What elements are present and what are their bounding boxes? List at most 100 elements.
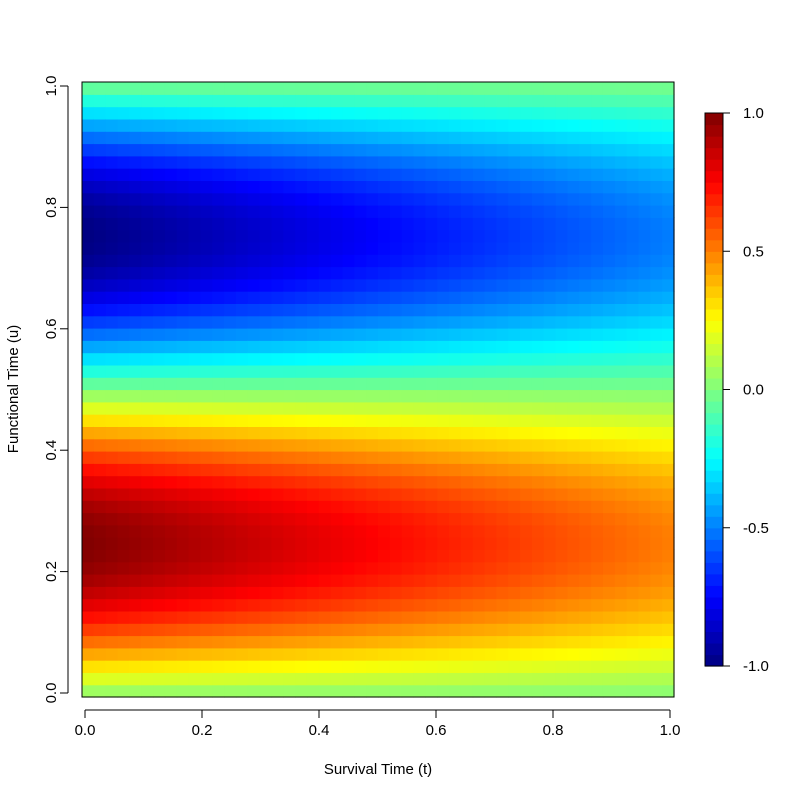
heatmap-cell — [318, 451, 332, 464]
heatmap-cell — [602, 586, 616, 600]
heatmap-cell — [425, 512, 438, 526]
heatmap-cell — [413, 254, 426, 268]
heatmap-cell — [662, 143, 675, 157]
heatmap-cell — [401, 660, 415, 673]
heatmap-cell — [520, 487, 533, 501]
heatmap-cell — [235, 278, 249, 292]
heatmap-cell — [413, 537, 426, 550]
heatmap-cell — [247, 414, 261, 427]
heatmap-cell — [437, 672, 450, 686]
heatmap-cell — [591, 660, 604, 673]
heatmap-cell — [602, 143, 616, 157]
heatmap-cell — [200, 82, 213, 95]
heatmap-cell — [105, 315, 119, 329]
heatmap-cell — [176, 463, 190, 477]
heatmap-cell — [129, 241, 142, 255]
heatmap-cell — [247, 389, 261, 403]
heatmap-cell — [306, 623, 320, 637]
heatmap-cell — [425, 168, 438, 181]
heatmap-cell — [662, 672, 675, 686]
heatmap-cell — [200, 598, 213, 612]
heatmap-cell — [378, 549, 391, 563]
heatmap-cell — [212, 217, 225, 231]
heatmap-cell — [579, 143, 592, 157]
heatmap-cell — [413, 106, 426, 120]
heatmap-cell — [543, 291, 557, 304]
heatmap-cell — [129, 647, 142, 661]
heatmap-cell — [271, 660, 284, 673]
heatmap-cell — [354, 438, 367, 452]
heatmap-cell — [283, 131, 296, 145]
heatmap-cell — [224, 475, 237, 489]
heatmap-cell — [82, 574, 95, 587]
heatmap-cell — [484, 598, 497, 612]
heatmap-cell — [259, 352, 273, 366]
heatmap-cell — [330, 561, 344, 575]
heatmap-cell — [626, 672, 640, 686]
heatmap-cell — [425, 241, 438, 255]
heatmap-cell — [235, 487, 249, 501]
heatmap-cell — [614, 451, 628, 464]
heatmap-cell — [531, 278, 545, 292]
heatmap-cell — [129, 217, 142, 231]
heatmap-cell — [105, 364, 119, 378]
heatmap-cell — [82, 635, 95, 649]
heatmap-cell — [389, 303, 403, 317]
heatmap-cell — [164, 463, 178, 477]
heatmap-cell — [259, 82, 273, 95]
heatmap-cell — [224, 401, 237, 415]
heatmap-cell — [555, 278, 569, 292]
heatmap-cell — [413, 94, 426, 108]
heatmap-cell — [650, 340, 663, 354]
heatmap-cell — [472, 451, 486, 464]
heatmap-cell — [662, 610, 675, 624]
heatmap-cell — [212, 475, 225, 489]
heatmap-cell — [330, 438, 344, 452]
heatmap-cell — [295, 254, 308, 268]
heatmap-cell — [224, 684, 237, 698]
heatmap-cell — [508, 340, 521, 354]
heatmap-cell — [614, 192, 628, 206]
heatmap-cell — [460, 328, 474, 341]
heatmap-cell — [259, 217, 273, 231]
heatmap-cell — [93, 660, 107, 673]
heatmap-cell — [614, 426, 628, 440]
heatmap-cell — [235, 168, 249, 181]
heatmap-cell — [614, 328, 628, 341]
heatmap-cell — [247, 487, 261, 501]
heatmap-cell — [484, 352, 497, 366]
heatmap-cell — [188, 118, 201, 132]
heatmap-cell — [531, 118, 545, 132]
heatmap-cell — [105, 241, 119, 255]
heatmap-cell — [638, 574, 651, 587]
heatmap-cell — [401, 451, 415, 464]
heatmap-cell — [602, 106, 616, 120]
heatmap-cell — [176, 401, 190, 415]
colorbar-band — [705, 539, 723, 552]
heatmap-cell — [508, 549, 521, 563]
heatmap-cell — [531, 610, 545, 624]
heatmap-cell — [212, 537, 225, 550]
heatmap-cell — [531, 549, 545, 563]
heatmap-cell — [662, 241, 675, 255]
heatmap-cell — [93, 340, 107, 354]
heatmap-cell — [164, 118, 178, 132]
heatmap-cell — [638, 426, 651, 440]
heatmap-cell — [188, 500, 201, 514]
heatmap-cell — [614, 205, 628, 218]
heatmap-cell — [484, 647, 497, 661]
heatmap-cell — [389, 635, 403, 649]
heatmap-cell — [531, 106, 545, 120]
heatmap-cell — [224, 352, 237, 366]
colorbar — [705, 113, 723, 667]
heatmap-cell — [354, 340, 367, 354]
heatmap-cell — [425, 340, 438, 354]
colorbar-band — [705, 504, 723, 517]
heatmap-cell — [567, 438, 580, 452]
heatmap-cell — [543, 217, 557, 231]
heatmap-cell — [472, 94, 486, 108]
heatmap-cell — [164, 82, 178, 95]
heatmap-cell — [520, 524, 533, 538]
heatmap-cell — [543, 364, 557, 378]
heatmap-cell — [425, 82, 438, 95]
